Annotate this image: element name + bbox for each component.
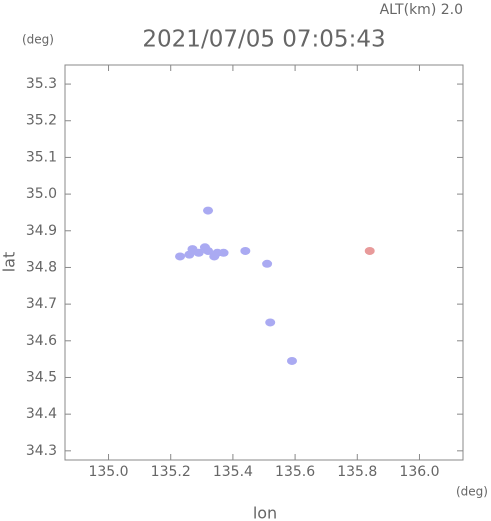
echo-point — [203, 206, 214, 215]
y-tick-label: 34.3 — [26, 443, 57, 459]
echo-point — [265, 318, 276, 327]
y-tick-label: 34.4 — [26, 406, 57, 422]
y-tick-label: 35.3 — [26, 76, 57, 92]
echo-point — [187, 245, 198, 254]
echo-point — [175, 252, 186, 261]
y-tick-label: 35.1 — [26, 149, 57, 165]
echo-point — [218, 248, 229, 257]
y-tick-label: 34.8 — [26, 259, 57, 275]
echo-point — [262, 259, 273, 268]
y-tick-label: 35.0 — [26, 186, 57, 202]
echo-point — [364, 246, 375, 255]
x-tick-label: 135.8 — [337, 464, 377, 480]
x-tick-label: 135.2 — [151, 464, 191, 480]
plot-frame — [64, 64, 464, 461]
y-tick-label: 34.7 — [26, 296, 57, 312]
echo-point — [286, 356, 297, 365]
x-axis-label: lon — [253, 504, 277, 521]
y-unit: (deg) — [22, 33, 54, 47]
altitude-label: ALT(km) 2.0 — [380, 2, 463, 18]
x-tick-label: 135.4 — [213, 464, 253, 480]
echo-point — [240, 246, 251, 255]
x-tick-label: 135.6 — [275, 464, 315, 480]
echo-point — [209, 252, 220, 261]
y-tick-label: 34.5 — [26, 369, 57, 385]
x-tick-label: 136.0 — [399, 464, 439, 480]
y-axis-label: lat — [0, 252, 19, 273]
x-unit: (deg) — [456, 485, 488, 499]
chart-title: 2021/07/05 07:05:43 — [142, 27, 385, 53]
y-tick-label: 35.2 — [26, 113, 57, 129]
y-tick-label: 34.6 — [26, 333, 57, 349]
x-tick-label: 135.0 — [88, 464, 128, 480]
y-tick-label: 34.9 — [26, 223, 57, 239]
echo-point — [199, 243, 210, 252]
